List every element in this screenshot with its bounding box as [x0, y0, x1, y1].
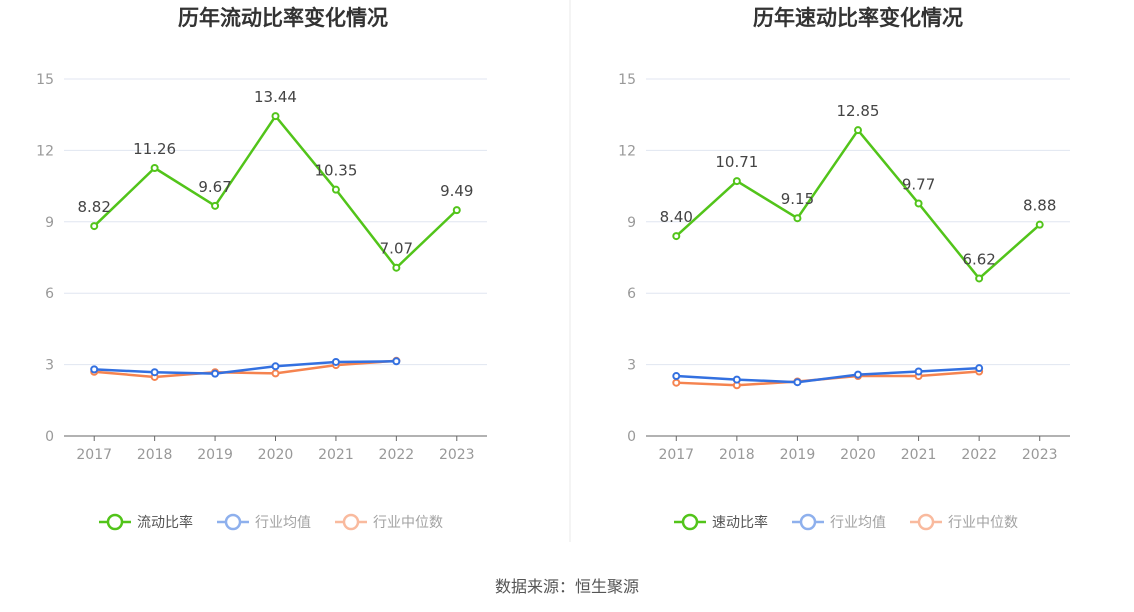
legend: 速动比率 行业均值 行业中位数: [674, 513, 1018, 531]
data-point[interactable]: [672, 232, 681, 241]
data-point[interactable]: [914, 367, 923, 376]
y-tick-label: 6: [627, 286, 636, 302]
data-point[interactable]: [211, 369, 220, 378]
legend-marker-icon: [917, 513, 935, 531]
legend-item[interactable]: 行业中位数: [910, 513, 1018, 531]
legend-marker-icon: [342, 513, 360, 531]
data-point[interactable]: [150, 368, 159, 377]
data-point[interactable]: [793, 378, 802, 387]
x-tick-label: 2019: [197, 447, 233, 463]
y-tick-label: 0: [45, 429, 54, 445]
legend-item[interactable]: 行业均值: [792, 513, 886, 531]
data-point[interactable]: [732, 177, 741, 186]
y-tick-label: 15: [618, 72, 636, 88]
y-tick-label: 12: [618, 143, 636, 159]
x-tick-label: 2020: [258, 447, 294, 463]
data-point[interactable]: [90, 365, 99, 374]
x-tick-label: 2019: [780, 447, 816, 463]
series-line-行业均值: [94, 360, 397, 375]
y-tick-label: 0: [627, 429, 636, 445]
data-label: 9.67: [198, 178, 231, 196]
legend-item[interactable]: 速动比率: [674, 513, 768, 531]
y-tick-label: 3: [627, 358, 636, 374]
data-label: 9.49: [440, 182, 473, 200]
x-tick-label: 2023: [439, 447, 475, 463]
x-tick-label: 2022: [961, 447, 997, 463]
data-point[interactable]: [672, 372, 681, 381]
data-point[interactable]: [90, 222, 99, 231]
legend-marker-icon: [681, 513, 699, 531]
chart-title: 历年流动比率变化情况: [178, 6, 388, 30]
data-label: 10.35: [314, 162, 357, 180]
x-tick-label: 2022: [379, 447, 415, 463]
data-point[interactable]: [672, 378, 681, 387]
data-point[interactable]: [975, 364, 984, 373]
x-tick-label: 2023: [1022, 447, 1058, 463]
x-tick-label: 2017: [76, 447, 112, 463]
data-point[interactable]: [732, 375, 741, 384]
legend-item[interactable]: 行业均值: [217, 513, 311, 531]
data-label: 9.77: [902, 175, 935, 193]
data-point[interactable]: [150, 164, 159, 173]
y-tick-label: 9: [45, 215, 54, 231]
data-point[interactable]: [211, 201, 220, 210]
x-tick-label: 2018: [137, 447, 173, 463]
data-point[interactable]: [331, 357, 340, 366]
x-tick-label: 2018: [719, 447, 755, 463]
data-label: 10.71: [715, 153, 758, 171]
legend-marker-icon: [224, 513, 242, 531]
data-label: 11.26: [133, 140, 176, 158]
data-point[interactable]: [975, 274, 984, 283]
legend-label: 行业均值: [830, 515, 886, 531]
legend-label: 速动比率: [712, 514, 768, 531]
data-point[interactable]: [331, 185, 340, 194]
data-label: 8.40: [660, 208, 693, 226]
legend-label: 行业中位数: [373, 515, 443, 531]
legend: 流动比率 行业均值 行业中位数: [99, 513, 443, 531]
data-label: 12.85: [837, 102, 880, 120]
data-point[interactable]: [452, 206, 461, 215]
legend-marker-icon: [799, 513, 817, 531]
data-point[interactable]: [392, 263, 401, 272]
data-point[interactable]: [914, 199, 923, 208]
data-label: 8.88: [1023, 197, 1056, 215]
legend-label: 行业均值: [255, 515, 311, 531]
y-tick-label: 3: [45, 358, 54, 374]
chart-2: 历年速动比率变化情况 0 3 6 9 12 15 2017 2018 2019 2020 2021 20…: [618, 6, 1070, 531]
data-point[interactable]: [392, 357, 401, 366]
data-point[interactable]: [271, 112, 280, 121]
y-tick-label: 12: [36, 143, 54, 159]
x-tick-label: 2021: [318, 447, 354, 463]
x-tick-label: 2020: [840, 447, 876, 463]
series-line-行业中位数: [94, 359, 397, 379]
data-label: 8.82: [78, 198, 111, 216]
y-tick-label: 9: [627, 215, 636, 231]
legend-label: 流动比率: [137, 514, 193, 531]
data-label: 6.62: [962, 250, 995, 268]
x-tick-label: 2021: [901, 447, 937, 463]
chart-1: 历年流动比率变化情况 0 3 6 9 12 15 2017 2018 2019 2020 2021 20…: [36, 6, 487, 531]
x-tick-label: 2017: [658, 447, 694, 463]
chart-title: 历年速动比率变化情况: [753, 6, 963, 30]
series-line-行业均值: [676, 366, 980, 384]
data-label: 7.07: [380, 240, 413, 258]
y-tick-label: 6: [45, 286, 54, 302]
data-point[interactable]: [854, 370, 862, 379]
data-point[interactable]: [271, 362, 280, 371]
legend-label: 行业中位数: [948, 515, 1018, 531]
legend-item[interactable]: 流动比率: [99, 513, 193, 531]
data-point[interactable]: [854, 126, 862, 135]
legend-marker-icon: [106, 513, 124, 531]
data-point[interactable]: [793, 214, 802, 223]
source-note: 数据来源：恒生聚源: [495, 577, 639, 596]
data-label: 13.44: [254, 88, 297, 106]
y-tick-label: 15: [36, 72, 54, 88]
data-label: 9.15: [781, 190, 814, 208]
legend-item[interactable]: 行业中位数: [335, 513, 443, 531]
data-point[interactable]: [1035, 220, 1044, 229]
data-point[interactable]: [271, 369, 280, 378]
